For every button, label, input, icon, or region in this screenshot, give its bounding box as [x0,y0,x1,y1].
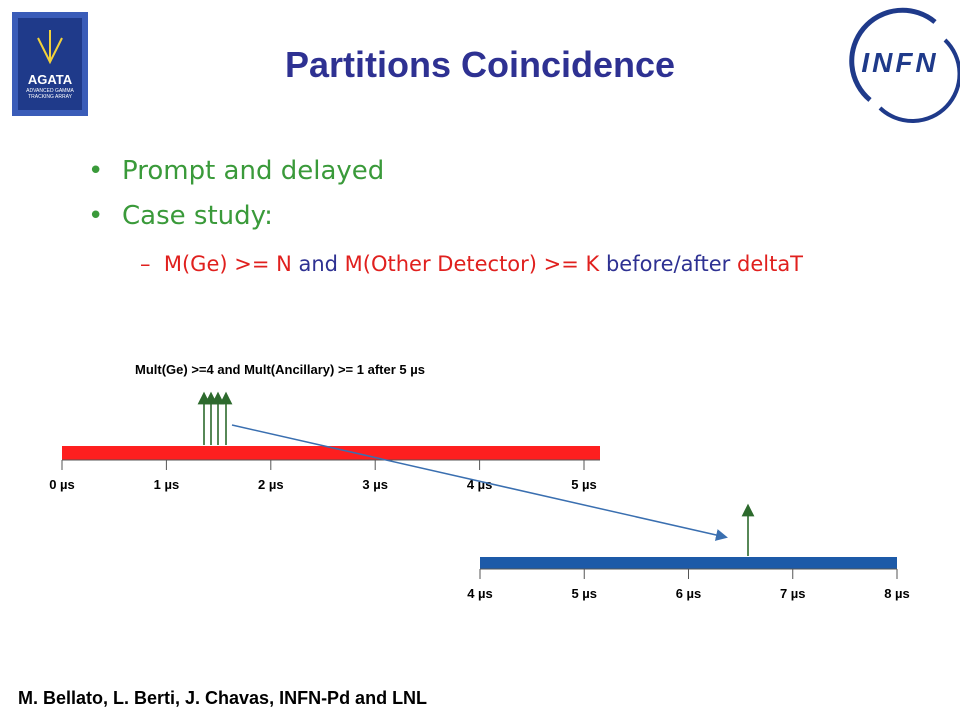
tick-label: 6 µs [676,586,702,601]
agata-subtitle-box: ADVANCED GAMMA TRACKING ARRAY [26,88,74,100]
tick-label: 3 µs [362,477,388,492]
tick-label: 5 µs [571,586,597,601]
delay-arrow [231,424,728,541]
tick-label: 1 µs [154,477,180,492]
sub-bullet-text: M(Ge) >= N [163,252,292,276]
tick-label: 4 µs [467,477,493,492]
tick-label: 8 µs [884,586,910,601]
tick-label: 4 µs [467,586,493,601]
tick-label: 5 µs [571,477,597,492]
prompt-bar [62,446,600,460]
infn-arc [878,38,960,124]
delayed-bar [480,557,897,569]
infn-logo: INFN [861,47,938,78]
sub-bullet-text: and [291,252,345,276]
sub-bullet-text: M(Other Detector) >= K [344,252,600,276]
bullet-text: Prompt and delayed [122,156,385,186]
footer: M. Bellato, L. Berti, J. Chavas, INFN-Pd… [18,688,428,708]
tick-label: 7 µs [780,586,806,601]
dash: – [140,252,164,276]
tick-label: 2 µs [258,477,284,492]
sub-bullet-text: deltaT [737,252,804,276]
bullet-text: Case study: [122,201,273,231]
bullet: • Case study: [88,201,273,231]
agata-subtitle: ADVANCED GAMMA TRACKING ARRAY [26,88,74,100]
diagram-caption: Mult(Ge) >=4 and Mult(Ancillary) >= 1 af… [135,362,425,377]
slide-title: Partitions Coincidence [284,44,676,85]
sub-bullet-text: before/after [599,252,737,276]
agata-name: AGATA [28,72,73,87]
bullet: • Prompt and delayed [88,156,385,186]
agata-symbol [37,30,63,65]
tick-label: 0 µs [49,477,75,492]
infn-arc [849,7,937,102]
sub-bullet: – M(Ge) >= N and M(Other Detector) >= K … [140,248,862,281]
